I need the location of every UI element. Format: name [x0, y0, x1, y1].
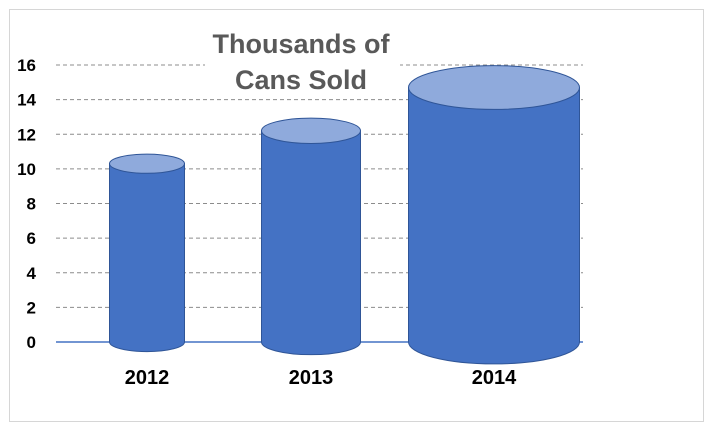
bar-top	[109, 153, 185, 174]
y-tick-label: 10	[17, 160, 36, 179]
bar-2014	[408, 65, 580, 365]
bar-body	[109, 163, 185, 353]
y-tick-label: 4	[27, 264, 37, 283]
y-tick-label: 6	[27, 229, 36, 248]
bars	[109, 65, 580, 365]
y-tick-label: 16	[17, 56, 36, 75]
bar-top	[408, 65, 580, 110]
y-tick-label: 8	[27, 195, 36, 214]
bar-body	[261, 130, 361, 356]
chart-title-line-2: Cans Sold	[235, 65, 367, 95]
x-tick-label: 2014	[472, 367, 517, 389]
x-tick-label: 2012	[125, 367, 170, 389]
bar-2013	[261, 117, 361, 356]
bar-2012	[109, 153, 185, 353]
y-tick-label: 12	[17, 125, 36, 144]
y-axis-ticks: 0 2 4 6 8 10 12 14 16	[17, 56, 36, 352]
x-tick-label: 2013	[289, 367, 334, 389]
bar-body	[408, 87, 580, 365]
y-tick-label: 0	[27, 333, 36, 352]
x-axis-ticks: 2012 2013 2014	[125, 367, 517, 389]
bar-top	[261, 117, 361, 144]
y-tick-label: 2	[27, 298, 36, 317]
chart-title-line-1: Thousands of	[213, 29, 391, 59]
y-tick-label: 14	[17, 91, 36, 110]
title-background	[205, 26, 400, 98]
